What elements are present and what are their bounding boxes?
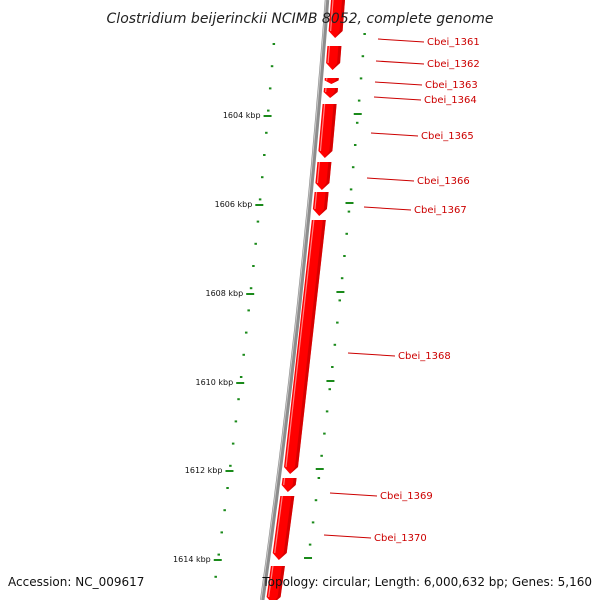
gene-leader-line [366, 177, 415, 182]
gene-label[interactable]: Cbei_1366 [417, 176, 470, 187]
gene-arrow-highlight [285, 219, 315, 468]
gene-arrow-shade [335, 0, 345, 38]
major-ticks: 1604 kbp 1606 kbp 1608 kbp 1610 kbp 1612 kbp… [173, 111, 362, 564]
gene-label[interactable]: Cbei_1363 [425, 80, 478, 91]
gene-arrow[interactable] [272, 496, 295, 560]
gene-label[interactable]: Cbei_1370 [374, 533, 427, 544]
major-tick-label: 1606 kbp [215, 200, 253, 209]
genome-title: Clostridium beijerinckii NCIMB 8052, com… [107, 11, 494, 27]
gene-arrow-shade [324, 104, 337, 158]
gene-arrow[interactable] [323, 88, 338, 98]
gene-arrow-highlight [316, 161, 321, 184]
gene-arrow-shade [278, 496, 295, 560]
gene-arrow-shade [330, 88, 338, 98]
gene-leader-line [377, 38, 425, 43]
gene-arrow-shade [287, 478, 297, 492]
gene-arrow-shade [275, 566, 285, 600]
gene-leader-line [375, 60, 425, 65]
major-tick-label: 1610 kbp [196, 378, 234, 387]
gene-leader-line [374, 81, 423, 86]
gene-arrow[interactable] [284, 220, 326, 474]
outer-minor-ticks [308, 33, 366, 546]
major-tick-label: 1612 kbp [185, 466, 223, 475]
gene-arrow-shade [321, 162, 332, 190]
gene-label[interactable]: Cbei_1364 [424, 95, 477, 106]
gene-arrow-highlight [268, 565, 274, 598]
gene-arrow-highlight [283, 477, 286, 486]
inner-minor-ticks [214, 43, 276, 578]
genome-summary-text: Topology: circular; Length: 6,000,632 bp… [261, 575, 592, 589]
gene-label[interactable]: Cbei_1369 [380, 491, 433, 502]
gene-track [266, 0, 345, 600]
gene-leader-line [370, 132, 419, 137]
gene-label[interactable]: Cbei_1361 [427, 37, 480, 48]
gene-label[interactable]: Cbei_1367 [414, 205, 467, 216]
major-tick-label: 1614 kbp [173, 555, 211, 564]
gene-arrow-shade [319, 192, 329, 216]
gene-label[interactable]: Cbei_1362 [427, 59, 480, 70]
gene-leader-line [347, 352, 396, 357]
gene-arrow-highlight [330, 0, 334, 32]
gene-arrow-highlight [274, 495, 283, 554]
genome-backbone [259, 0, 330, 600]
gene-label[interactable]: Cbei_1368 [398, 351, 451, 362]
gene-arrow-shade [331, 78, 339, 84]
gene-arrow-highlight [319, 103, 326, 152]
gene-arrow-highlight [327, 45, 331, 64]
gene-arrow-shade [332, 46, 342, 70]
gene-label-leaders: Cbei_1361 Cbei_1362 Cbei_1363 Cbei_1364 Cbei… [323, 37, 480, 544]
gene-arrow[interactable] [281, 478, 297, 492]
gene-leader-line [323, 534, 372, 539]
accession-text: Accession: NC_009617 [8, 575, 144, 589]
major-tick-label: 1608 kbp [205, 289, 243, 298]
gene-arrow[interactable] [324, 78, 339, 84]
gene-arrow-shade [290, 220, 326, 474]
gene-arrow-highlight [314, 191, 318, 210]
gene-leader-line [363, 206, 412, 211]
gene-label[interactable]: Cbei_1365 [421, 131, 474, 142]
gene-leader-line [373, 96, 422, 101]
gene-leader-line [329, 492, 378, 497]
major-tick-label: 1604 kbp [223, 111, 261, 120]
